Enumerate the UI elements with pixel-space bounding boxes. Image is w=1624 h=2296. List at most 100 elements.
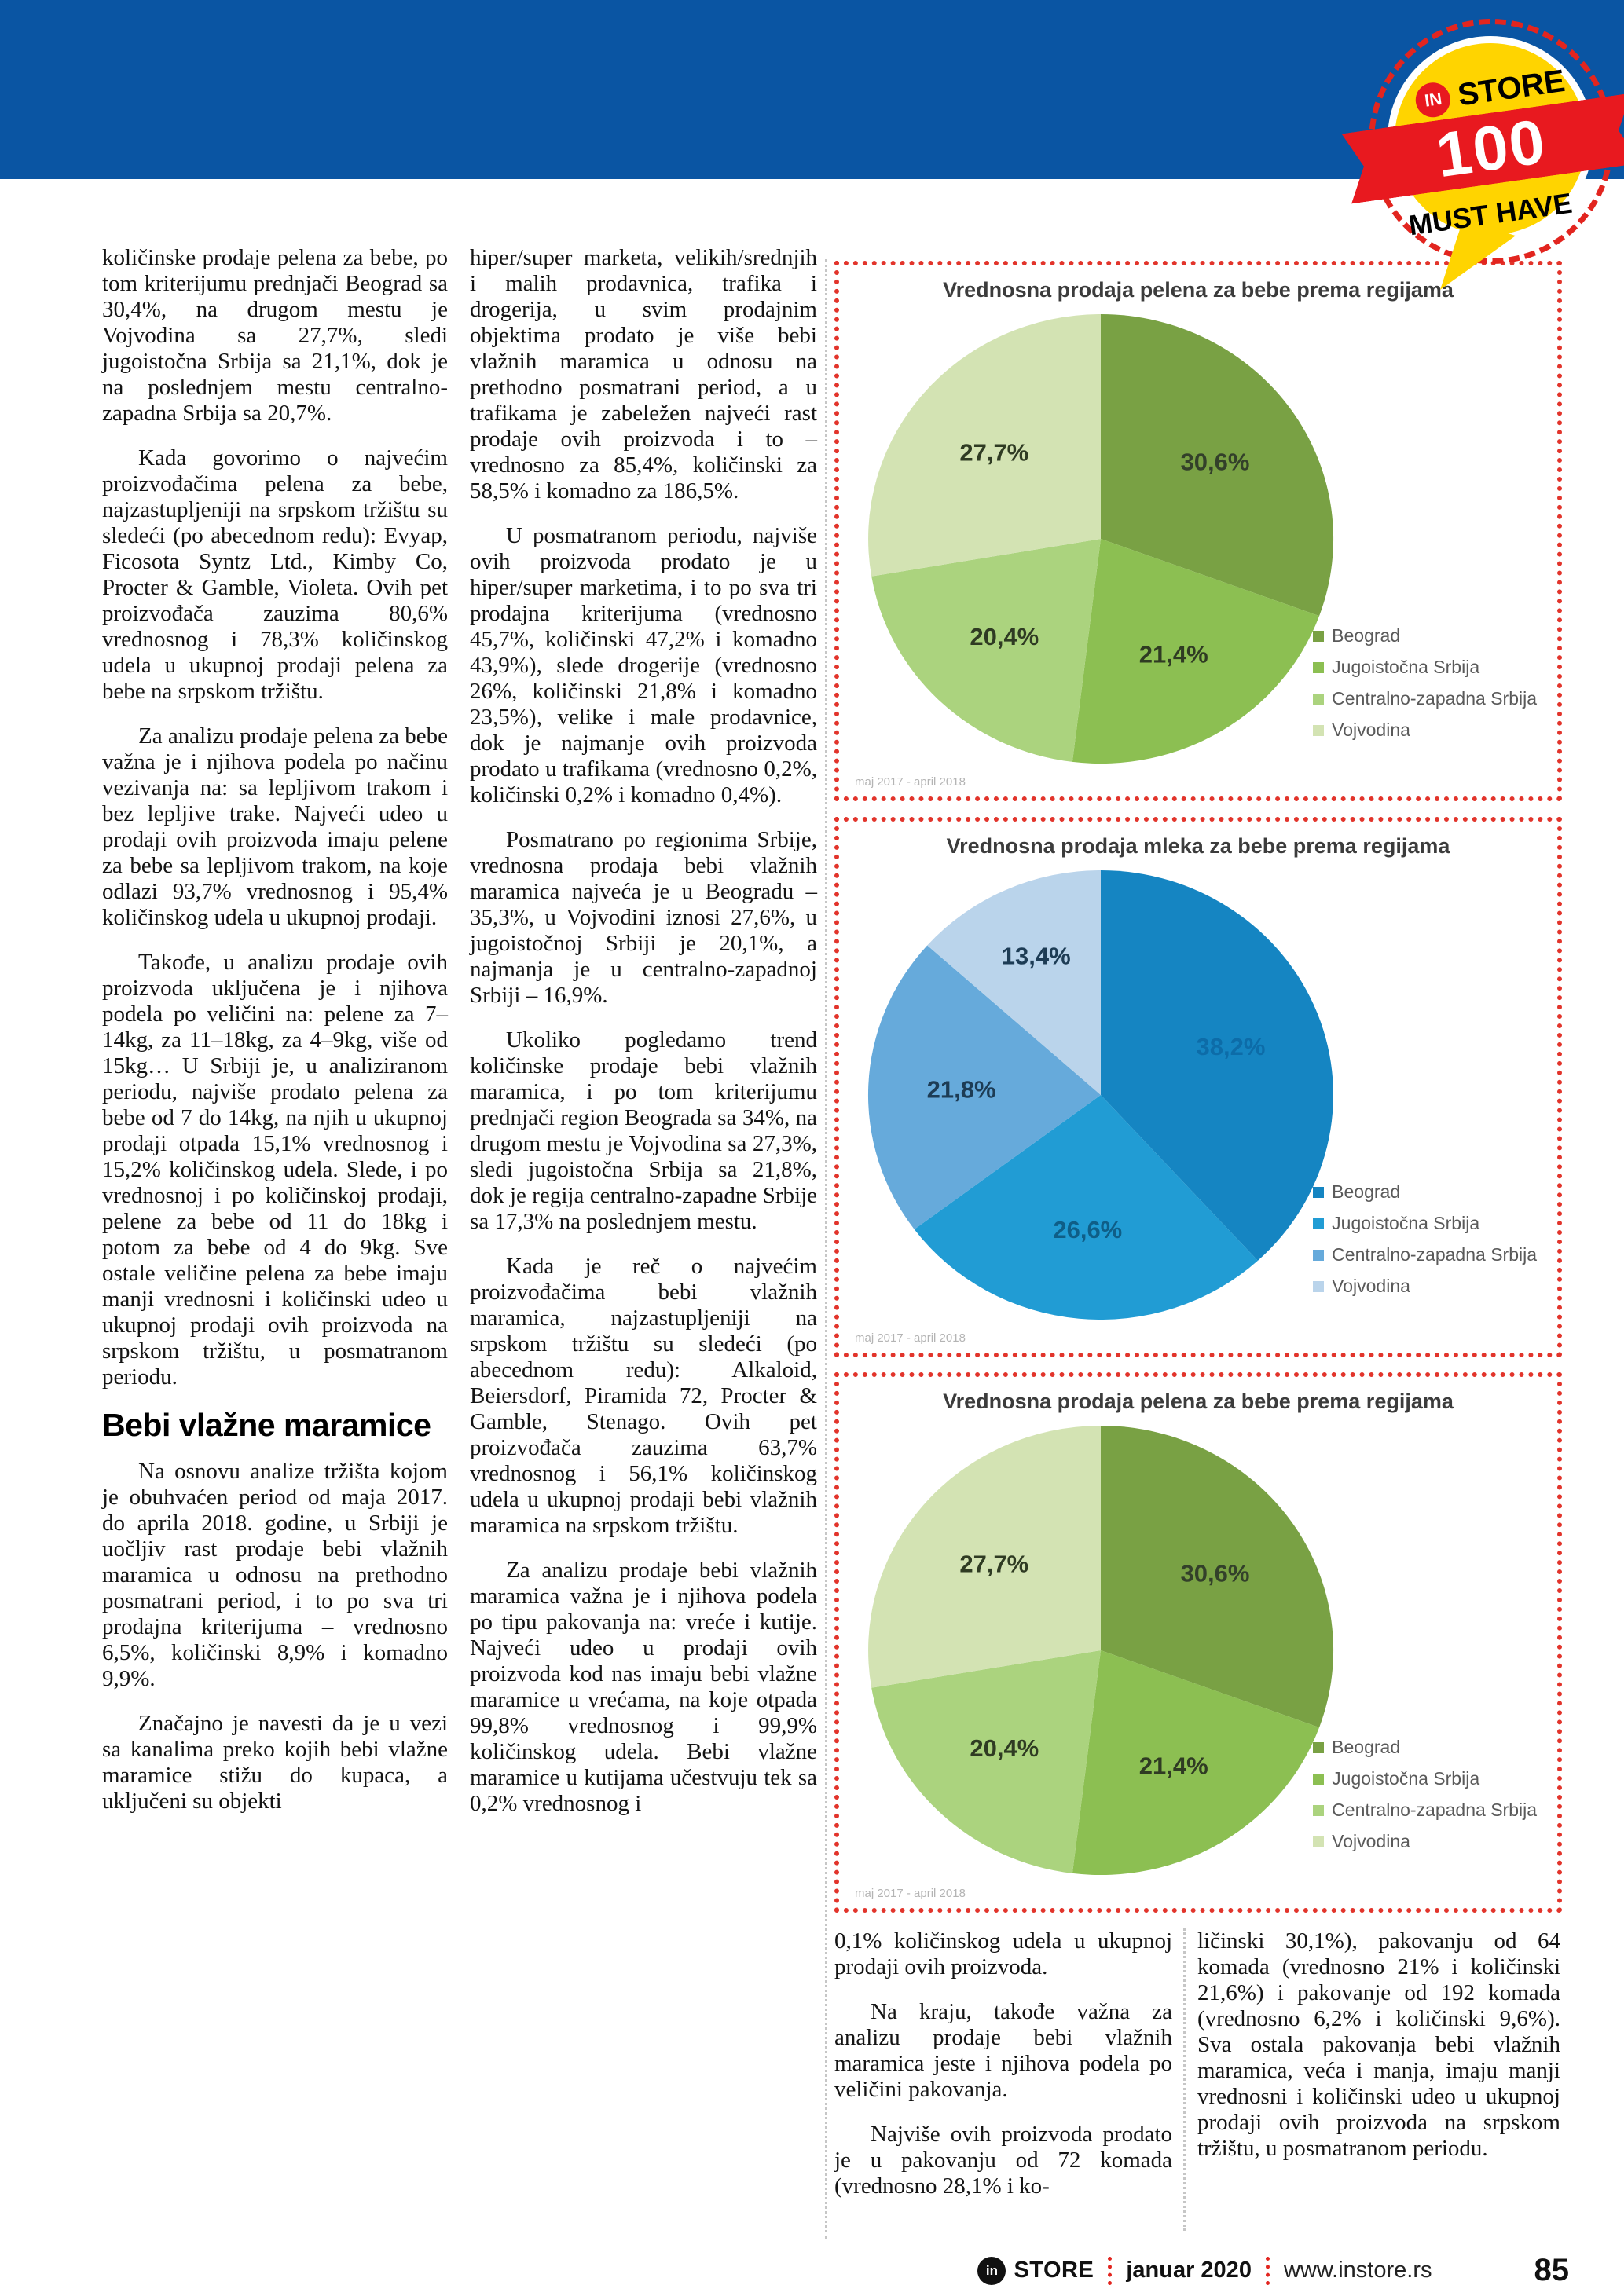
column-4-paragraphs: ličinski 30,1%), pakovanju od 64 komada … (1197, 1928, 1560, 2162)
chart-vrednosna-prodaja-pelena-2: Vrednosna prodaja pelena za bebe prema r… (834, 1372, 1562, 1913)
legend-label: Jugoistočna Srbija (1332, 657, 1480, 677)
legend-marker (1313, 630, 1325, 642)
slice-label: 20,4% (970, 623, 1039, 650)
column-1-paragraphs-after: Na osnovu analize tržišta kojom je obuhv… (102, 1459, 448, 1814)
paragraph: U posmatranom periodu, najviše ovih proi… (470, 523, 817, 807)
legend-item: Centralno-zapadna Srbija (1313, 1800, 1537, 1821)
legend-label: Beograd (1332, 1181, 1401, 1202)
legend-marker (1313, 1280, 1325, 1292)
chart-title: Vrednosna prodaja pelena za bebe prema r… (943, 278, 1454, 302)
pie-slice (1072, 1650, 1320, 1876)
pie-slice (1072, 539, 1320, 764)
legend-item: Vojvodina (1313, 1831, 1537, 1852)
slice-label: 30,6% (1181, 449, 1250, 476)
legend-marker (1313, 1836, 1325, 1847)
chart-caption: maj 2017 - april 2018 (855, 775, 966, 789)
paragraph: Najviše ovih proizvoda prodato je u pako… (834, 2122, 1172, 2199)
slice-label: 21,8% (927, 1076, 996, 1104)
legend-label: Centralno-zapadna Srbija (1332, 688, 1537, 709)
pie-chart: 30,6% 21,4% 20,4% 27,7% (868, 1426, 1334, 1876)
legend-label: Jugoistočna Srbija (1332, 1768, 1480, 1789)
pie-slice (867, 945, 1101, 1229)
legend-label: Vojvodina (1332, 1276, 1410, 1296)
pie-slice (927, 870, 1101, 1095)
chart-legend: Beograd Jugoistočna Srbija Centralno-zapad… (1313, 1737, 1537, 1862)
slice-label: 20,4% (970, 1734, 1039, 1762)
paragraph: Za analizu prodaje pelena za bebe važna … (102, 723, 448, 930)
chart-caption: maj 2017 - april 2018 (855, 1331, 966, 1345)
legend-item: Jugoistočna Srbija (1313, 1213, 1537, 1234)
legend-marker (1313, 661, 1325, 673)
legend-marker (1313, 693, 1325, 705)
paragraph: Kada je reč o najvećim proizvođačima beb… (470, 1254, 817, 1538)
paragraph: ličinski 30,1%), pakovanju od 64 komada … (1197, 1928, 1560, 2161)
chart-caption: maj 2017 - april 2018 (855, 1887, 966, 1900)
legend-label: Beograd (1332, 625, 1401, 646)
paragraph: količinske prodaje pelena za bebe, po to… (102, 245, 448, 426)
paragraph: 0,1% količinskog udela u ukupnoj prodaji… (834, 1928, 1172, 1979)
paragraph: Na kraju, takođe važna za analizu prodaj… (834, 1999, 1172, 2102)
slice-label: 30,6% (1181, 1560, 1250, 1587)
column-3: 0,1% količinskog udela u ukupnoj prodaji… (834, 1928, 1172, 2218)
paragraph: Posmatrano po regionima Srbije, vrednosn… (470, 827, 817, 1008)
paragraph: Za analizu prodaje bebi vlažnih maramica… (470, 1558, 817, 1816)
slice-label: 27,7% (959, 1550, 1028, 1577)
column-3-paragraphs: 0,1% količinskog udela u ukupnoj prodaji… (834, 1928, 1172, 2199)
legend-label: Jugoistočna Srbija (1332, 1213, 1480, 1233)
pie-slice (871, 1650, 1101, 1873)
column-1-paragraphs: količinske prodaje pelena za bebe, po to… (102, 245, 448, 1390)
instore-footer-logo-icon: in (977, 2256, 1006, 2285)
legend-item: Centralno-zapadna Srbija (1313, 1244, 1537, 1265)
legend-item: Vojvodina (1313, 1276, 1537, 1297)
chart-legend: Beograd Jugoistočna Srbija Centralno-zapad… (1313, 1181, 1537, 1307)
chart-vrednosna-prodaja-pelena-1: Vrednosna prodaja pelena za bebe prema r… (834, 261, 1562, 801)
bottom-column-separator (1183, 1928, 1186, 2231)
column-separator (825, 259, 827, 2239)
legend-label: Beograd (1332, 1737, 1401, 1757)
legend-marker (1313, 1773, 1325, 1785)
paragraph: Kada govorimo o najvećim proizvođačima p… (102, 445, 448, 704)
page-footer: in STORE januar 2020 www.instore.rs 85 (977, 2253, 1569, 2288)
legend-marker (1313, 1804, 1325, 1816)
legend-item: Centralno-zapadna Srbija (1313, 688, 1537, 709)
pie-chart: 30,6% 21,4% 20,4% 27,7% (868, 314, 1334, 764)
slice-label: 21,4% (1139, 1752, 1208, 1779)
paragraph: Značajno je navesti da je u vezi sa kana… (102, 1711, 448, 1814)
paragraph: Takođe, u analizu prodaje ovih proizvoda… (102, 950, 448, 1390)
instore-logo-icon: IN (1413, 79, 1454, 119)
legend-marker (1313, 1218, 1325, 1229)
legend-marker (1313, 1741, 1325, 1753)
column-2-paragraphs: hiper/super marketa, velikih/srednjih i … (470, 245, 817, 1817)
slice-label: 13,4% (1002, 943, 1071, 970)
footer-brand: STORE (1014, 2258, 1094, 2283)
column-2: hiper/super marketa, velikih/srednjih i … (470, 245, 817, 1836)
legend-label: Vojvodina (1332, 720, 1410, 740)
paragraph: Ukoliko pogledamo trend količinske proda… (470, 1027, 817, 1234)
slice-label: 38,2% (1197, 1033, 1266, 1060)
pie-slice (868, 1426, 1101, 1688)
section-heading: Bebi vlažne maramice (102, 1407, 431, 1443)
pie-slice (868, 314, 1101, 577)
slice-label: 27,7% (959, 438, 1028, 466)
slice-label: 21,4% (1139, 640, 1208, 668)
legend-label: Centralno-zapadna Srbija (1332, 1800, 1537, 1820)
page-number: 85 (1534, 2253, 1570, 2287)
footer-date: januar 2020 (1126, 2258, 1252, 2283)
legend-item: Beograd (1313, 1737, 1537, 1758)
legend-marker (1313, 724, 1325, 736)
pie-slice (1101, 870, 1333, 1261)
slice-label: 26,6% (1053, 1216, 1122, 1243)
footer-website: www.instore.rs (1283, 2258, 1432, 2283)
column-1: količinske prodaje pelena za bebe, po to… (102, 245, 448, 1833)
pie-slice (1101, 314, 1334, 617)
chart-vrednosna-prodaja-mleka: Vrednosna prodaja mleka za bebe prema re… (834, 817, 1562, 1357)
paragraph: Na osnovu analize tržišta kojom je obuhv… (102, 1459, 448, 1691)
pie-slice (914, 1095, 1258, 1320)
legend-item: Jugoistočna Srbija (1313, 1768, 1537, 1789)
legend-label: Vojvodina (1332, 1831, 1410, 1851)
chart-legend: Beograd Jugoistočna Srbija Centralno-zapad… (1313, 625, 1537, 751)
paragraph: hiper/super marketa, velikih/srednjih i … (470, 245, 817, 504)
legend-item: Beograd (1313, 1181, 1537, 1203)
footer-separator (1108, 2256, 1113, 2285)
